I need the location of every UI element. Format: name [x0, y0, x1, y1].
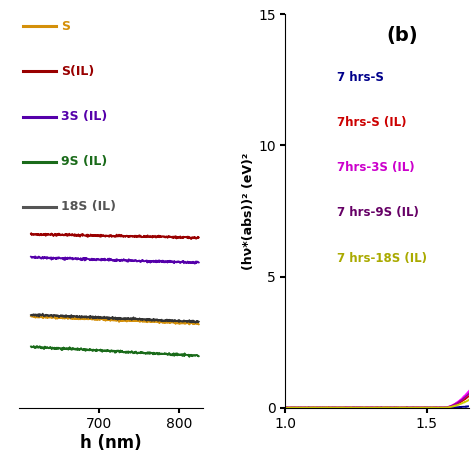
- Text: 7 hrs-S: 7 hrs-S: [337, 71, 384, 84]
- Text: S(IL): S(IL): [61, 65, 94, 78]
- Text: 7 hrs-9S (IL): 7 hrs-9S (IL): [337, 206, 419, 219]
- Text: 3S (IL): 3S (IL): [61, 110, 108, 123]
- Text: S: S: [61, 19, 70, 33]
- X-axis label: h (nm): h (nm): [80, 434, 142, 452]
- Text: 7hrs-3S (IL): 7hrs-3S (IL): [337, 161, 415, 174]
- Text: 7 hrs-18S (IL): 7 hrs-18S (IL): [337, 252, 427, 264]
- Text: 18S (IL): 18S (IL): [61, 201, 116, 213]
- Text: 7hrs-S (IL): 7hrs-S (IL): [337, 116, 406, 129]
- Y-axis label: (hν*(abs))² (eV)²: (hν*(abs))² (eV)²: [242, 152, 255, 270]
- Text: 9S (IL): 9S (IL): [61, 155, 108, 168]
- Text: (b): (b): [387, 26, 418, 45]
